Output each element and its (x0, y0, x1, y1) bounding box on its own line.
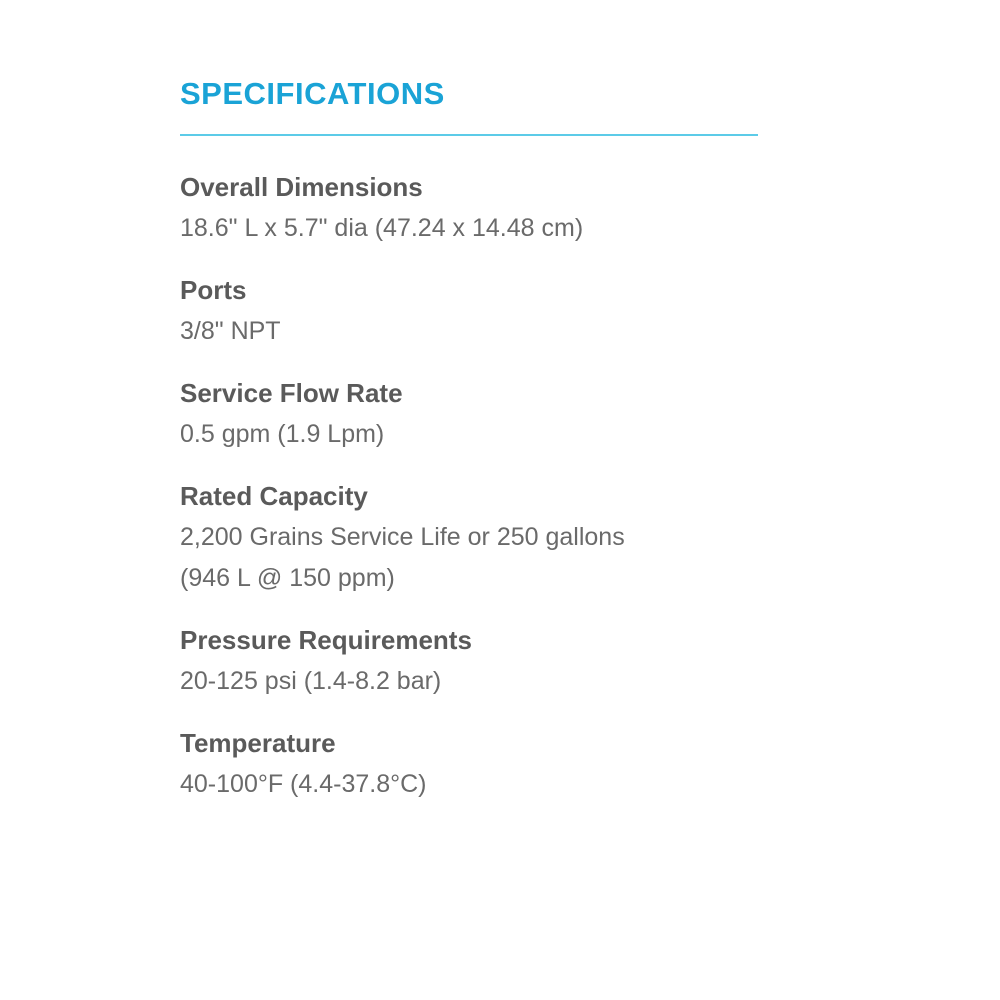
spec-label: Pressure Requirements (180, 625, 472, 655)
spec-value-line: 40-100°F (4.4-37.8°C) (180, 770, 427, 798)
spec-rated-capacity: Rated Capacity 2,200 Grains Service Life… (180, 481, 760, 599)
spec-value-line: 2,200 Grains Service Life or 250 gallons (180, 523, 625, 551)
spec-label: Rated Capacity (180, 481, 368, 511)
spec-ports: Ports 3/8" NPT (180, 275, 760, 352)
spec-value: 0.5 gpm (1.9 Lpm) (180, 414, 760, 455)
spec-service-flow-rate: Service Flow Rate 0.5 gpm (1.9 Lpm) (180, 378, 760, 455)
section-title: SPECIFICATIONS (180, 76, 445, 111)
spec-value: 18.6" L x 5.7" dia (47.24 x 14.48 cm) (180, 208, 760, 249)
spec-label: Ports (180, 275, 247, 305)
spec-label: Temperature (180, 728, 336, 758)
spec-value: 3/8" NPT (180, 311, 760, 352)
title-divider (180, 134, 758, 136)
spec-label: Service Flow Rate (180, 378, 403, 408)
spec-value-line: 18.6" L x 5.7" dia (47.24 x 14.48 cm) (180, 214, 584, 242)
spec-label: Overall Dimensions (180, 172, 423, 202)
specifications-section: SPECIFICATIONS Overall Dimensions 18.6" … (180, 74, 760, 805)
spec-value: 20-125 psi (1.4-8.2 bar) (180, 661, 760, 702)
spec-value: 40-100°F (4.4-37.8°C) (180, 764, 760, 805)
spec-value-line: 0.5 gpm (1.9 Lpm) (180, 420, 385, 448)
spec-value-line: (946 L @ 150 ppm) (180, 564, 395, 592)
spec-value-line: 20-125 psi (1.4-8.2 bar) (180, 667, 442, 695)
spec-overall-dimensions: Overall Dimensions 18.6" L x 5.7" dia (4… (180, 172, 760, 249)
spec-temperature: Temperature 40-100°F (4.4-37.8°C) (180, 728, 760, 805)
spec-pressure-requirements: Pressure Requirements 20-125 psi (1.4-8.… (180, 625, 760, 702)
spec-value: 2,200 Grains Service Life or 250 gallons… (180, 517, 760, 599)
spec-value-line: 3/8" NPT (180, 317, 281, 345)
